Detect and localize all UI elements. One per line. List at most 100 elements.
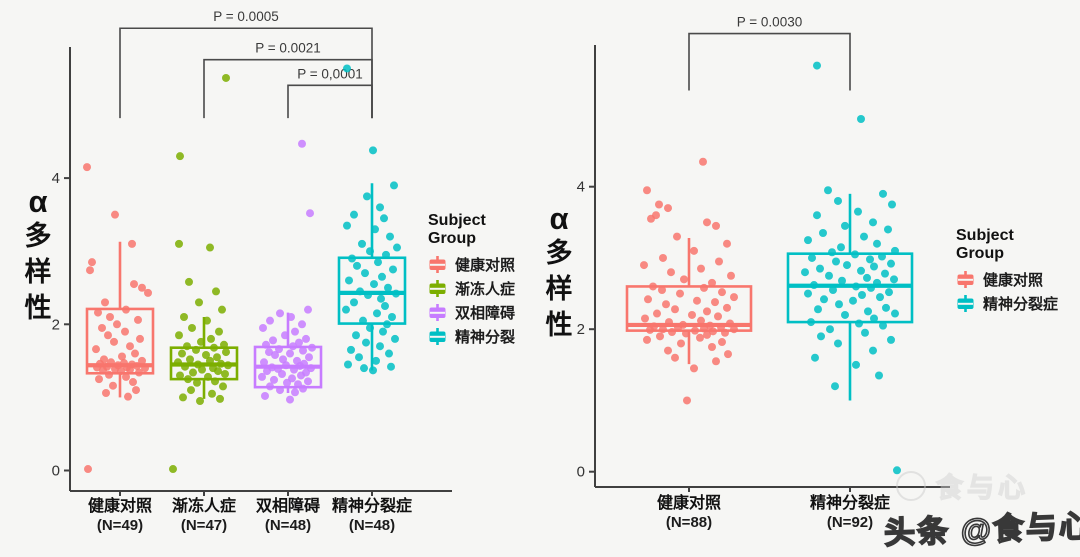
data-point	[390, 181, 398, 190]
data-point	[122, 372, 130, 381]
data-point	[130, 280, 138, 289]
data-point	[169, 465, 177, 474]
data-point	[118, 352, 126, 361]
data-point	[841, 221, 849, 230]
data-point	[389, 265, 397, 274]
data-point	[298, 139, 306, 148]
watermark-ghost-text: 食与心	[935, 472, 1029, 503]
data-point	[360, 364, 368, 373]
data-point	[804, 289, 812, 298]
data-point	[683, 396, 691, 405]
data-point	[655, 200, 663, 209]
data-point	[691, 326, 699, 335]
data-point	[208, 389, 216, 398]
data-point	[271, 351, 279, 360]
data-point	[342, 305, 350, 314]
data-point	[129, 378, 137, 387]
data-point	[136, 334, 144, 343]
data-point	[829, 286, 837, 295]
data-point	[350, 298, 358, 307]
data-point	[873, 278, 881, 287]
data-point	[206, 356, 214, 365]
data-point	[837, 243, 845, 252]
data-point	[391, 334, 399, 343]
data-point	[659, 325, 667, 334]
data-point	[813, 211, 821, 220]
data-point	[393, 243, 401, 252]
data-point	[259, 323, 267, 332]
data-point	[662, 300, 670, 309]
data-point	[356, 287, 364, 296]
data-point	[138, 356, 146, 365]
data-point	[286, 349, 294, 358]
data-point	[893, 466, 901, 475]
data-point	[879, 321, 887, 330]
data-point	[810, 281, 818, 290]
data-point	[808, 253, 816, 262]
data-point	[128, 239, 136, 248]
data-point	[174, 358, 182, 367]
data-point	[843, 261, 851, 270]
data-point	[343, 64, 351, 73]
pvalue-label: P = 0.0030	[737, 15, 802, 30]
data-point	[887, 335, 895, 344]
data-point	[219, 382, 227, 391]
data-point	[92, 345, 100, 354]
data-point	[141, 364, 149, 373]
data-point	[304, 377, 312, 386]
data-point	[198, 365, 206, 374]
data-point	[291, 327, 299, 336]
data-point	[697, 316, 705, 325]
data-point	[887, 259, 895, 268]
data-point	[834, 339, 842, 348]
data-point	[727, 271, 735, 280]
data-point	[700, 283, 708, 292]
data-point	[121, 327, 129, 336]
data-point	[380, 214, 388, 223]
data-point	[861, 328, 869, 337]
data-point	[216, 394, 224, 403]
data-point	[676, 289, 684, 298]
data-point	[176, 152, 184, 161]
data-point	[801, 268, 809, 277]
pvalue-label: P = 0.0005	[213, 9, 278, 24]
data-point	[222, 348, 230, 357]
data-point	[671, 353, 679, 362]
data-point	[363, 192, 371, 201]
data-point	[83, 163, 91, 172]
data-point	[134, 315, 142, 324]
data-point	[646, 325, 654, 334]
data-point	[381, 302, 389, 311]
data-point	[263, 367, 271, 376]
data-point	[344, 360, 352, 369]
data-point	[647, 214, 655, 223]
data-point	[813, 61, 821, 70]
data-point	[870, 314, 878, 323]
data-point	[715, 257, 723, 266]
data-point	[379, 327, 387, 336]
data-point	[266, 382, 274, 391]
data-point	[299, 346, 307, 355]
data-point	[718, 338, 726, 347]
data-point	[712, 357, 720, 366]
data-point	[644, 295, 652, 304]
data-point	[680, 275, 688, 284]
data-point	[700, 324, 708, 333]
data-point	[362, 338, 370, 347]
data-point	[649, 282, 657, 291]
data-point	[222, 73, 230, 82]
data-point	[814, 305, 822, 314]
data-point	[854, 207, 862, 216]
data-point	[664, 204, 672, 213]
data-point	[276, 309, 284, 318]
data-point	[214, 367, 222, 376]
data-point	[306, 209, 314, 218]
data-point	[674, 323, 682, 332]
data-point	[175, 331, 183, 340]
watermark-ghost: 食与心	[896, 466, 1029, 505]
data-point	[371, 225, 379, 234]
data-point	[863, 273, 871, 282]
data-point	[84, 465, 92, 474]
data-point	[699, 157, 707, 166]
